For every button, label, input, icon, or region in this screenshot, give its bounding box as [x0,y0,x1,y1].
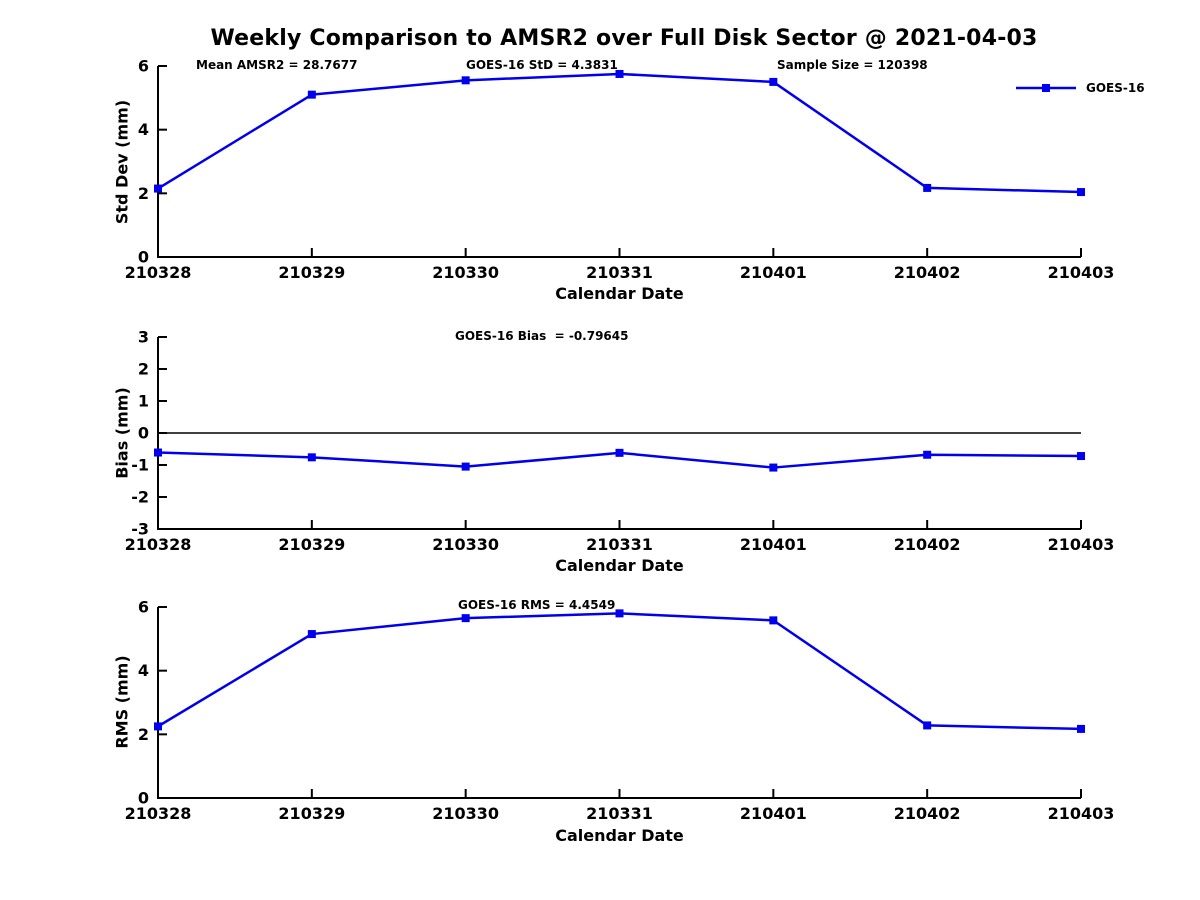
y-tick-label: 1 [138,392,149,411]
x-tick-label: 210401 [740,804,807,823]
x-tick-label: 210402 [894,263,961,282]
series-marker [154,184,162,193]
y-tick-label: 0 [138,248,149,267]
x-tick-label: 210331 [586,263,653,282]
y-tick-label: -3 [131,520,149,539]
x-tick-label: 210402 [894,535,961,554]
series-marker [307,630,316,639]
axis-frame [157,607,1081,799]
x-tick-label: 210328 [125,263,192,282]
bias-x-axis-label: Calendar Date [555,556,684,575]
stddev-y-axis-label: Std Dev (mm) [112,99,132,225]
annotation-mean-amsr2: Mean AMSR2 = 28.7677 [196,58,358,72]
rms-y-axis-label: RMS (mm) [112,655,132,749]
x-tick-label: 210401 [740,535,807,554]
bias-y-axis-label: Bias (mm) [112,387,132,479]
rms-x-axis-label: Calendar Date [555,826,684,845]
y-tick-label: 4 [138,661,149,680]
series-marker [154,448,162,457]
annotation-goes16-std: GOES-16 StD = 4.3831 [466,58,618,72]
series-marker [769,77,778,86]
series-marker [461,614,470,623]
y-tick-label: 6 [138,598,149,617]
x-tick-label: 210402 [894,804,961,823]
series-marker [1077,724,1085,733]
annotation-sample-size: Sample Size = 120398 [777,58,928,72]
series-marker [615,448,624,457]
x-tick-label: 210328 [125,535,192,554]
series-marker [923,183,932,192]
x-tick-label: 210331 [586,535,653,554]
x-tick-label: 210401 [740,263,807,282]
annotation-goes16-rms: GOES-16 RMS = 4.4549 [458,598,616,612]
series-marker [1077,452,1085,461]
y-tick-label: -1 [131,456,149,475]
x-tick-label: 210329 [278,535,345,554]
y-tick-label: 0 [138,789,149,808]
series-marker [769,463,778,472]
x-tick-label: 210330 [432,535,499,554]
legend-line-sample-icon [1016,84,1076,92]
series-marker [923,450,932,459]
x-tick-label: 210330 [432,804,499,823]
annotation-goes16-bias: GOES-16 Bias = -0.79645 [455,329,629,343]
x-tick-label: 210329 [278,804,345,823]
x-tick-label: 210403 [1048,535,1115,554]
x-tick-label: 210328 [125,804,192,823]
series-marker [615,609,624,618]
axis-frame [157,66,1081,258]
legend-marker [1042,84,1050,92]
y-tick-label: 2 [138,360,149,379]
y-tick-label: 2 [138,184,149,203]
series-marker [154,722,162,731]
y-tick-label: 2 [138,725,149,744]
x-tick-label: 210331 [586,804,653,823]
series-marker [923,721,932,730]
series-line [157,612,1082,731]
series-marker [461,76,470,85]
series-line [157,72,1082,194]
y-tick-label: 3 [138,328,149,347]
series-marker [307,90,316,99]
y-tick-label: -2 [131,488,149,507]
x-tick-label: 210329 [278,263,345,282]
x-tick-label: 210330 [432,263,499,282]
chart-title: Weekly Comparison to AMSR2 over Full Dis… [210,26,1038,51]
series-marker [615,69,624,78]
series-marker [769,616,778,625]
x-tick-label: 210403 [1048,263,1115,282]
y-tick-label: 0 [138,424,149,443]
legend-label: GOES-16 [1086,81,1145,95]
series-marker [1077,188,1085,197]
stddev-x-axis-label: Calendar Date [555,284,684,303]
y-tick-label: 6 [138,57,149,76]
y-tick-label: 4 [138,120,149,139]
x-tick-label: 210403 [1048,804,1115,823]
legend: GOES-16 [1014,81,1145,95]
series-marker [461,462,470,471]
series-marker [307,453,316,462]
